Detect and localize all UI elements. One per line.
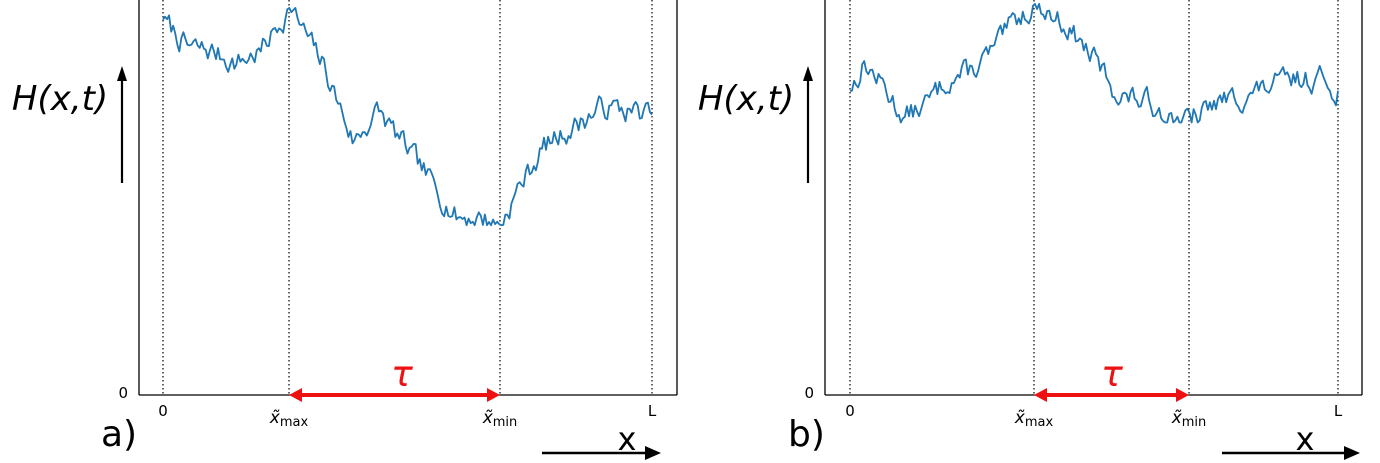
panel-a-ylabel: H(x,t) xyxy=(12,79,108,119)
panel-a-ytick-zero: 0 xyxy=(118,384,128,402)
panel-a-y-arrow xyxy=(117,66,127,183)
panel-b-tau-label: τ xyxy=(1101,354,1123,395)
panel-a-label: a) xyxy=(101,414,137,455)
panel-a-x-arrow xyxy=(542,446,661,460)
panel-b-x-arrow xyxy=(1222,446,1360,460)
panel-a-xtick-xmax: x̃max xyxy=(269,408,309,430)
panel-a-tau-label: τ xyxy=(391,354,413,395)
panel-b-xtick-xmin: x̃min xyxy=(1171,408,1207,430)
panel-b-xtick-0: 0 xyxy=(845,402,855,420)
panel-a-xtick-0: 0 xyxy=(158,402,168,420)
panel-b: τ 0 0 L x̃max x̃min H(x,t) b) x xyxy=(698,0,1363,460)
panel-b-ylabel: H(x,t) xyxy=(698,79,794,119)
panel-b-xtick-L: L xyxy=(1334,402,1343,420)
panel-a-height-profile xyxy=(162,7,653,227)
panel-a: τ 0 0 L x̃max x̃min H(x,t) a) x xyxy=(12,0,678,460)
panel-b-height-profile xyxy=(849,3,1339,124)
panel-a-xtick-L: L xyxy=(648,402,657,420)
panel-a-xtick-xmin: x̃min xyxy=(482,408,518,430)
panel-b-xtick-xmax: x̃max xyxy=(1014,408,1054,430)
panel-b-xlabel: x xyxy=(1296,420,1315,458)
panel-b-ytick-zero: 0 xyxy=(804,384,814,402)
panel-b-label: b) xyxy=(788,414,825,455)
panel-a-xlabel: x xyxy=(618,420,637,458)
panel-b-y-arrow xyxy=(803,66,813,183)
panel-a-tau-arrow xyxy=(289,388,500,402)
panel-b-tau-arrow xyxy=(1034,388,1189,402)
